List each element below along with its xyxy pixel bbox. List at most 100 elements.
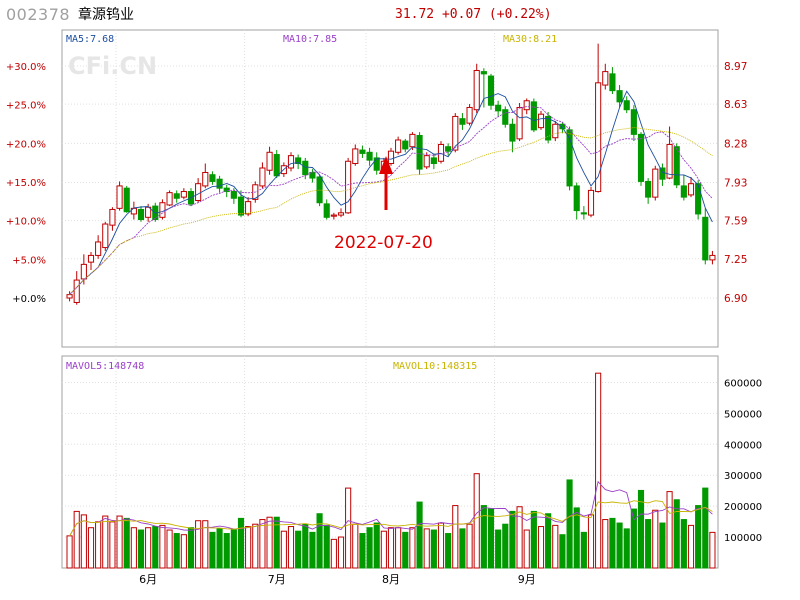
ma10-line [69,106,713,295]
candle [259,162,266,189]
candle [645,178,652,204]
volume-bar [659,522,666,569]
candle [387,147,395,166]
candle [309,169,316,183]
volume-bar [123,517,130,569]
volume-bar [423,528,430,569]
candle [609,67,616,95]
volume-bar [466,523,473,569]
annotation-arrow-head [379,156,393,174]
volume-bar [209,531,216,569]
volume-bar [137,529,145,569]
volume-bar [230,529,237,569]
volume-bar [495,529,502,569]
volume-bar [380,530,387,569]
candle [473,63,480,114]
candle [95,235,102,259]
candle [695,180,702,220]
month-label: 6月 [139,573,157,586]
candle [459,113,466,130]
percent-tick-label: +5.0% [12,255,46,266]
volume-bar [109,521,116,569]
ma-legend-item: MA30:8.21 [503,34,557,45]
volume-bar [345,487,352,569]
volume-bar [645,519,652,569]
volume-bar [302,523,309,569]
volume-tick-label: 400000 [724,440,762,451]
volume-bar [623,528,630,569]
volume-bar [523,529,530,569]
volume-bar [273,516,280,569]
volume-bar [252,523,259,569]
volume-bar [530,510,537,569]
candle [637,132,645,186]
candle [123,185,130,213]
candle [495,100,502,117]
volume-bar [445,533,452,569]
candle [602,63,609,90]
mavol10-line [69,500,713,537]
candle [130,201,137,220]
candle [102,221,109,251]
volume-bar [502,523,509,569]
candle [616,85,623,108]
volume-bar [145,527,152,569]
candle [180,188,187,200]
mavol5-line [69,480,713,537]
volume-bar [80,514,87,569]
candle [509,118,516,153]
percent-tick-label: +30.0% [6,62,46,73]
price-tick-label: 7.59 [724,216,747,228]
volume-tick-label: 200000 [724,502,762,513]
volume-bar [387,527,395,569]
candle [580,206,587,220]
candle [437,141,445,164]
candle [516,102,523,142]
volume-tick-label: 300000 [724,471,762,482]
candle [395,136,402,155]
volume-bar [352,523,359,569]
volume-bar [287,526,295,569]
volume-bar [66,535,73,569]
percent-tick-label: +10.0% [6,217,46,228]
candle [630,105,637,142]
volume-bar [87,527,95,569]
volume-bar [116,515,123,569]
volume-bar [309,531,316,569]
candle [366,147,373,166]
candle [152,202,159,222]
price-tick-label: 8.63 [724,99,747,111]
volume-bar [130,527,137,569]
volume-bar [330,538,337,569]
candle [537,110,545,130]
volume-bar [595,372,602,569]
candle [423,152,430,170]
candle [673,143,680,189]
volume-bar [323,524,330,569]
volume-bar [409,527,416,569]
volume-bar [259,519,266,569]
candle [323,199,330,220]
percent-tick-label: +0.0% [12,294,46,305]
volume-bar [202,520,209,569]
volume-bar [673,499,680,569]
price-tick-label: 6.90 [724,293,747,305]
candle [137,206,145,222]
month-label: 7月 [268,573,286,586]
candle [216,175,223,193]
candle [273,150,280,179]
candle [666,126,673,180]
candle [466,104,473,126]
volume-bar [152,526,159,569]
volume-bar [480,505,487,569]
volume-bar [630,508,637,569]
candle [652,165,659,201]
ma-legend-item: MA10:7.85 [283,34,337,45]
volume-bar [609,517,616,569]
volume-bar [337,536,345,569]
candle [402,138,409,153]
volume-bar [237,517,245,569]
volume-bar [95,521,102,569]
candle [87,252,95,270]
